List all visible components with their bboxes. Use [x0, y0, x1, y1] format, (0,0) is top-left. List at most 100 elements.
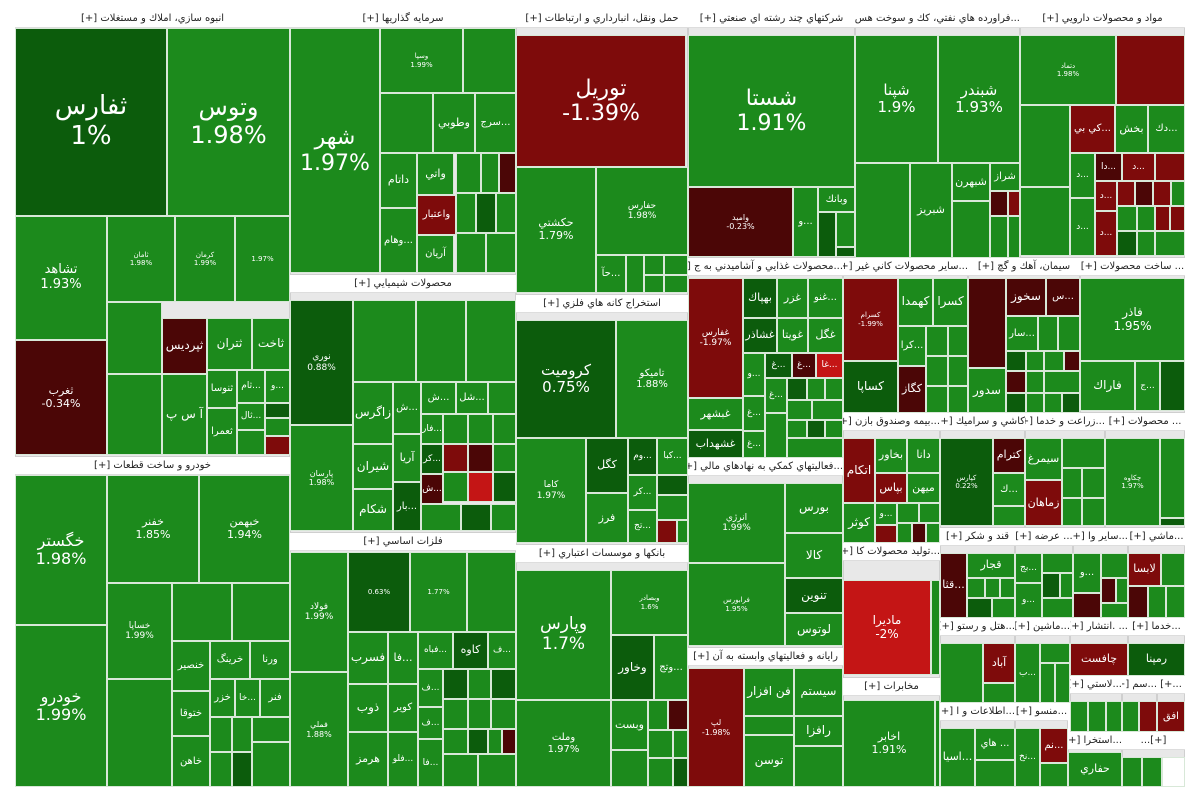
stock-tile[interactable]: كساپا	[843, 361, 898, 413]
tile-minor[interactable]	[265, 403, 290, 418]
sector-title[interactable]: خودرو و ساخت قطعات [+]	[15, 457, 290, 475]
tile-minor[interactable]	[1040, 663, 1055, 703]
stock-tile[interactable]: وتوس 1.98%	[167, 28, 290, 216]
stock-tile[interactable]: پارسان 1.98%	[290, 425, 353, 531]
tile-minor[interactable]	[648, 700, 668, 730]
tile-minor[interactable]	[787, 378, 807, 400]
stock-tile[interactable]: ...ثال	[237, 403, 265, 430]
tile-minor[interactable]	[787, 420, 807, 438]
sector-title[interactable]: انبوه سازي، املاك و مستغلات [+]	[15, 10, 290, 28]
stock-tile[interactable]: كوير	[388, 684, 418, 732]
tile-minor[interactable]	[1088, 701, 1106, 732]
stock-tile[interactable]: ...خا	[235, 679, 260, 717]
tile-minor[interactable]	[265, 418, 290, 436]
sector-title[interactable]: ...منسو [+]	[1015, 703, 1068, 721]
tile-minor[interactable]	[664, 275, 688, 293]
tile-minor[interactable]	[1122, 701, 1139, 732]
tile-minor[interactable]	[210, 717, 232, 752]
stock-tile[interactable]: ...ك	[993, 473, 1025, 506]
stock-tile[interactable]: ...ف	[418, 707, 443, 739]
tile-minor[interactable]	[481, 153, 499, 193]
stock-tile[interactable]: ثغرب -0.34%	[15, 340, 107, 455]
tile-minor[interactable]	[794, 746, 843, 787]
tile-minor[interactable]	[1137, 231, 1155, 256]
stock-tile[interactable]: بهپاك	[743, 278, 777, 318]
stock-tile[interactable]: ثعمرا	[207, 408, 237, 455]
tile-minor[interactable]	[476, 193, 496, 233]
tile-minor[interactable]	[948, 356, 968, 386]
tile-minor[interactable]	[468, 699, 491, 729]
tile-minor[interactable]	[1082, 468, 1105, 498]
stock-tile[interactable]: فرابورس 1.95%	[688, 563, 785, 646]
tile-minor[interactable]	[912, 523, 926, 543]
tile-minor[interactable]	[1137, 206, 1155, 231]
tile-minor[interactable]	[1044, 351, 1064, 371]
tile-minor[interactable]	[491, 699, 516, 729]
tile-minor[interactable]	[1042, 598, 1073, 618]
stock-tile[interactable]: چكاوه 1.97%	[1105, 438, 1160, 526]
tile-minor[interactable]	[232, 583, 290, 641]
tile-minor[interactable]	[626, 255, 644, 293]
tile-minor[interactable]	[657, 475, 688, 495]
stock-tile[interactable]: ختوقا	[172, 691, 210, 736]
stock-tile[interactable]	[968, 278, 1006, 368]
stock-tile[interactable]: توريل -1.39%	[516, 35, 686, 167]
stock-tile[interactable]: ...ش	[421, 474, 443, 504]
stock-tile[interactable]: ...ش	[421, 382, 456, 414]
tile-minor[interactable]	[1006, 393, 1026, 413]
tile-minor[interactable]	[967, 598, 992, 618]
tile-minor[interactable]	[1101, 553, 1128, 578]
stock-tile[interactable]: كوثر	[843, 503, 875, 543]
stock-tile[interactable]: سدور	[968, 368, 1006, 413]
stock-tile[interactable]: خگستر 1.98%	[15, 475, 107, 625]
stock-tile[interactable]: انرژي 1.99%	[688, 483, 785, 563]
stock-tile[interactable]: ...كر	[628, 475, 657, 510]
sector-title[interactable]: شركتهاي چند رشته اي صنعتي [+]	[688, 10, 855, 28]
stock-tile[interactable]: فرز	[586, 493, 628, 543]
stock-tile[interactable]: ...وهام	[380, 208, 417, 273]
tile-minor[interactable]	[744, 716, 794, 735]
stock-tile[interactable]: ...و	[1015, 583, 1042, 618]
stock-tile[interactable]: ...و	[265, 370, 290, 403]
stock-tile[interactable]: شستا 1.91%	[688, 35, 855, 187]
stock-tile[interactable]: ...ف	[418, 669, 443, 707]
stock-tile[interactable]: ...ف	[488, 632, 516, 669]
tile-minor[interactable]	[1006, 351, 1026, 371]
stock-tile[interactable]: ... هاي	[975, 728, 1015, 760]
sector-title[interactable]: ...محصولات غذايي و آشاميدني به ج [+]	[688, 258, 843, 276]
stock-tile[interactable]: وپارس 1.7%	[516, 570, 611, 700]
tile-minor[interactable]	[673, 730, 688, 758]
tile-minor[interactable]	[467, 552, 516, 632]
tile-minor[interactable]	[107, 679, 172, 787]
stock-tile[interactable]: ...فا	[418, 739, 443, 787]
tile-minor[interactable]	[644, 255, 664, 275]
stock-tile[interactable]: واميد -0.23%	[688, 187, 793, 257]
sector-title[interactable]: [+]...	[1122, 732, 1185, 750]
stock-tile[interactable]: تاميكو 1.88%	[616, 320, 688, 438]
tile-minor[interactable]	[443, 414, 468, 444]
sector-title[interactable]: قند و شكر [+]	[940, 528, 1015, 546]
stock-tile[interactable]: خساپا 1.99%	[107, 583, 172, 679]
tile-minor[interactable]	[416, 300, 466, 382]
stock-tile[interactable]: ...ب	[1015, 643, 1040, 703]
tile-minor[interactable]	[468, 414, 493, 444]
tile-minor[interactable]	[1062, 393, 1080, 413]
sector-title[interactable]: سرمايه گذاريها [+]	[290, 10, 516, 28]
tile-minor[interactable]	[668, 700, 688, 730]
tile-minor[interactable]	[1135, 181, 1153, 206]
tile-minor[interactable]	[812, 400, 843, 420]
tile-minor[interactable]	[825, 378, 843, 400]
sector-title[interactable]: ... محصولات [+]	[1105, 413, 1185, 431]
stock-tile[interactable]: ...كرا	[898, 326, 926, 366]
tile-minor[interactable]	[1170, 206, 1185, 231]
stock-tile[interactable]: چافست	[1070, 643, 1128, 676]
stock-tile[interactable]: داتام	[380, 153, 417, 208]
tile-minor[interactable]	[1020, 105, 1070, 187]
stock-tile[interactable]: اخابر 1.91%	[843, 700, 935, 787]
tile-minor[interactable]	[948, 386, 968, 413]
stock-tile[interactable]: ...نخ	[1015, 728, 1040, 787]
sector-title[interactable]: ...اطلاعات و ا [+]	[940, 703, 1015, 721]
sector-title[interactable]: ... .انتشار [+]	[1070, 618, 1128, 636]
tile-minor[interactable]	[648, 758, 673, 787]
stock-tile[interactable]: آريا	[393, 434, 421, 482]
